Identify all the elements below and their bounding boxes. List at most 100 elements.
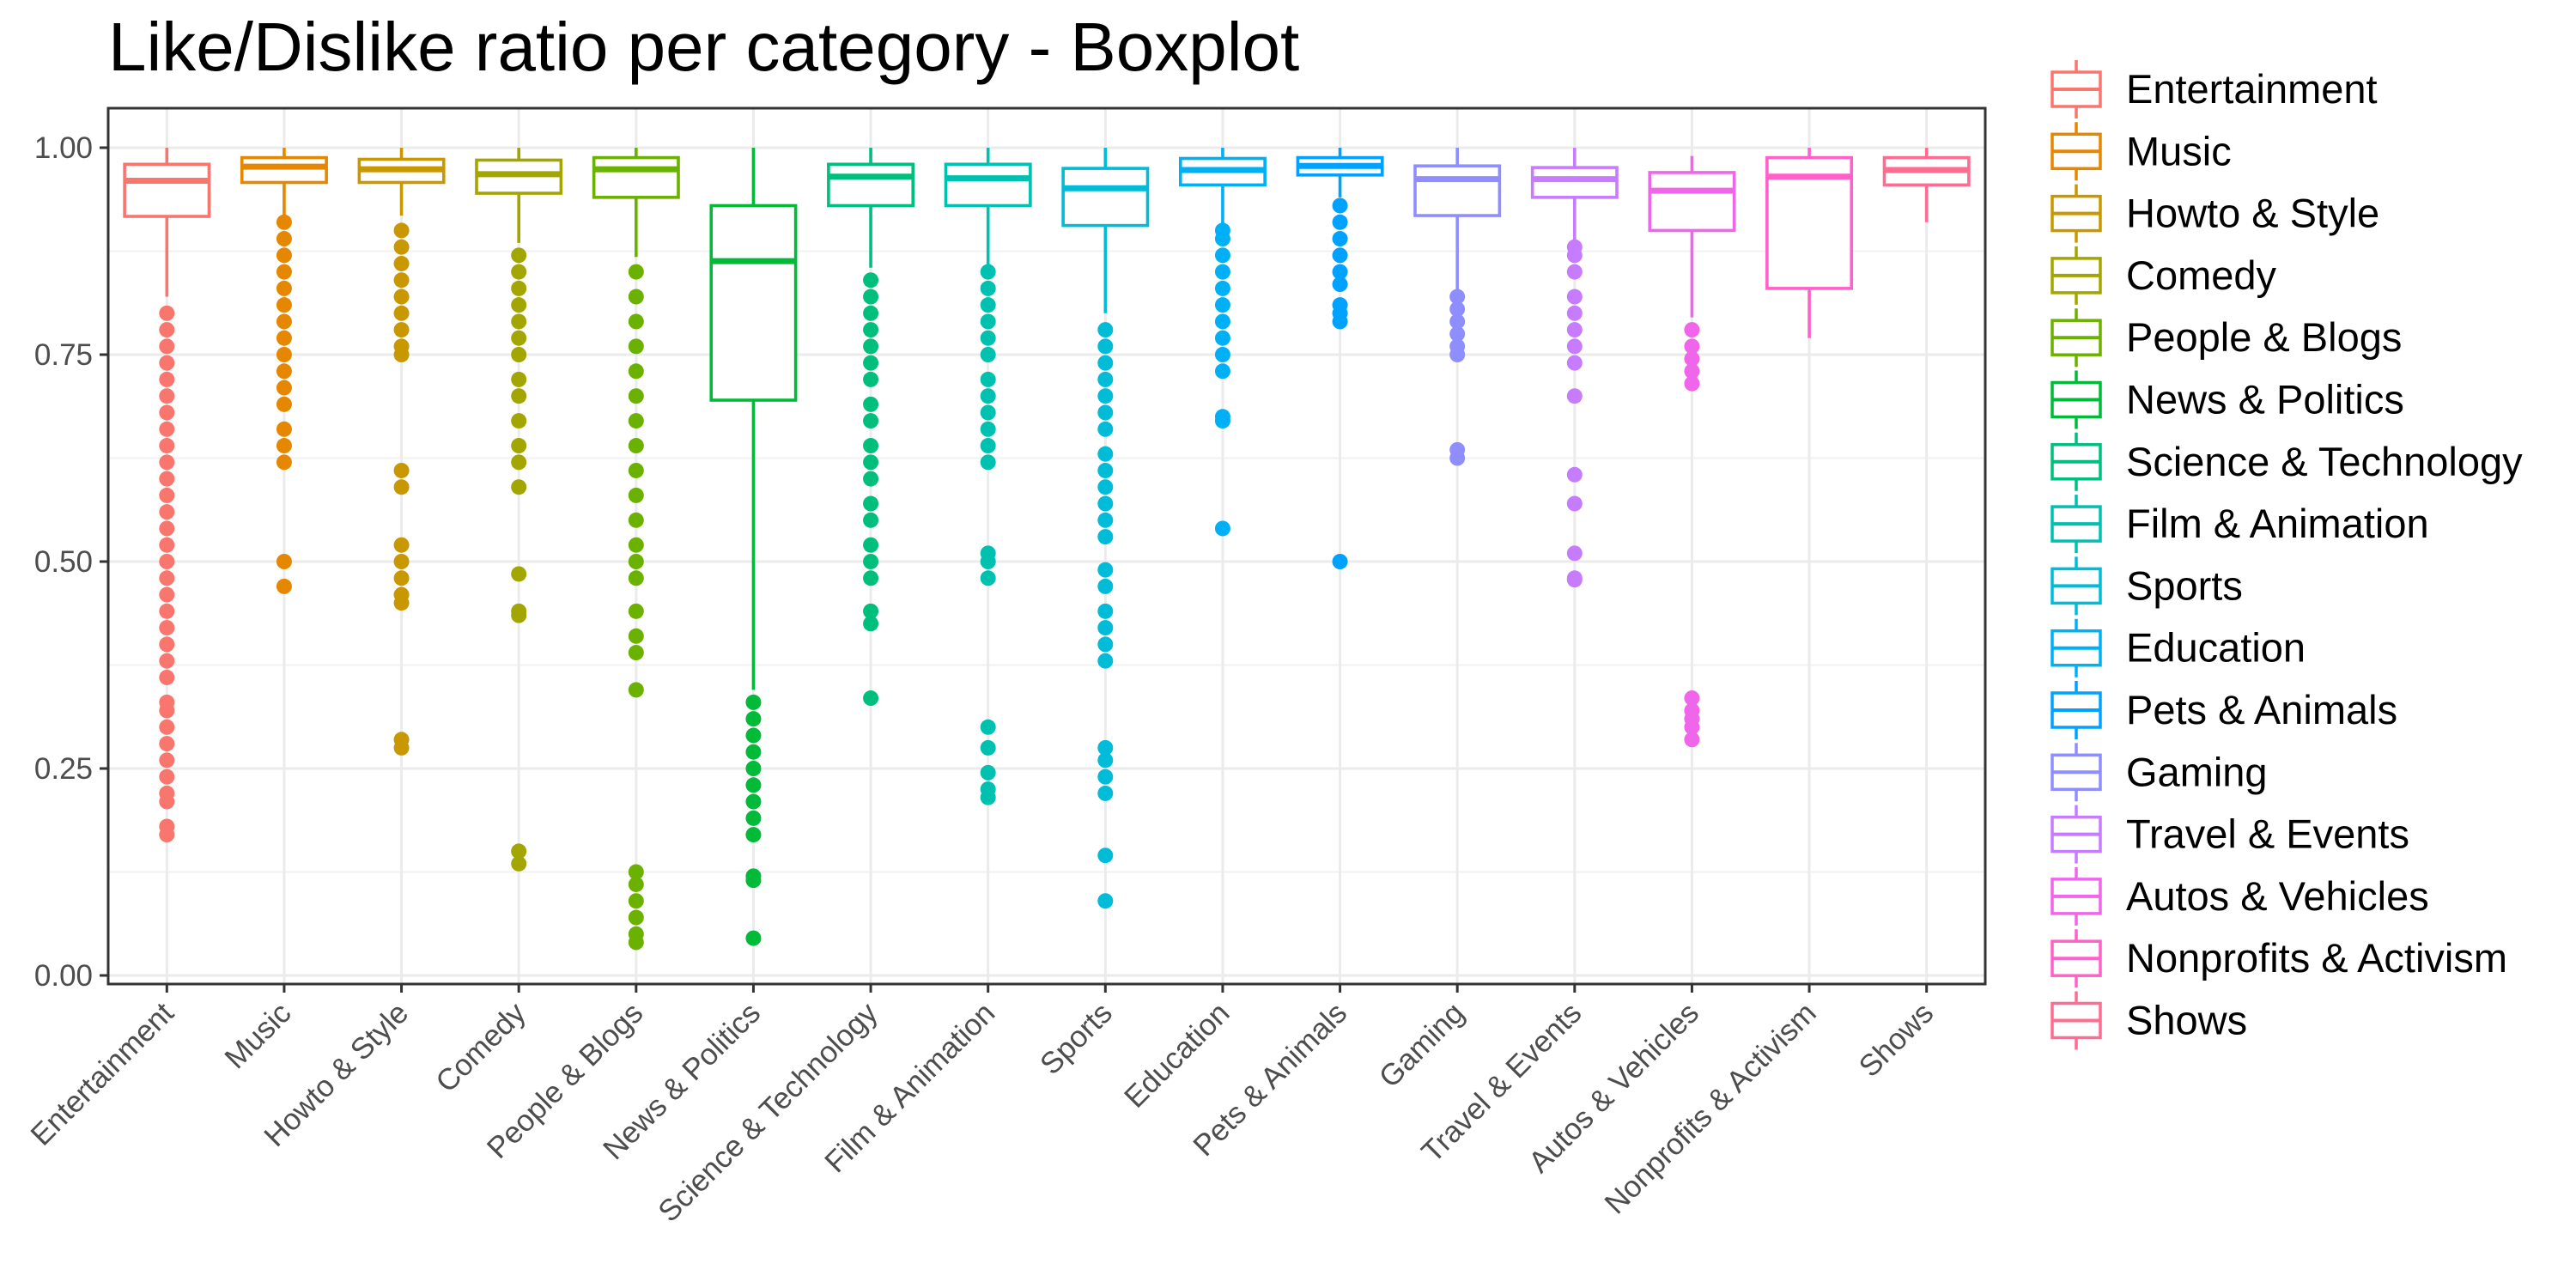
y-tick-label: 0.50 [34,545,93,579]
outlier-point [1332,231,1348,247]
outlier-point [511,454,527,471]
legend: Entertainment Music Howto & Style Comedy Peo… [2050,60,2523,1050]
outlier-point [1097,421,1114,437]
outlier-point [159,487,175,503]
boxplot-gaming [1413,148,1502,466]
outlier-point [159,355,175,371]
legend-label: Comedy [2126,252,2277,298]
legend-item: Shows [2050,991,2247,1050]
outlier-point [1097,848,1114,864]
outlier-point [980,781,996,798]
outlier-point [1097,785,1114,801]
outlier-point [393,586,410,603]
outlier-point [980,313,996,330]
outlier-point [276,214,292,230]
outlier-point [159,620,175,636]
outlier-point [159,504,175,520]
outlier-point [159,653,175,669]
chart-title: Like/Dislike ratio per category - Boxplo… [108,9,1299,85]
outlier-point [511,855,527,872]
outlier-point [1097,404,1114,421]
boxplot-travel-events [1530,148,1619,588]
outlier-point [511,566,527,582]
outlier-point [1097,739,1114,756]
outlier-point [1566,305,1583,321]
outlier-point [1332,297,1348,313]
outlier-point [863,512,879,528]
boxplot-music [240,148,328,594]
outlier-point [980,545,996,562]
legend-label: Sports [2126,562,2243,608]
outlier-point [276,454,292,471]
outlier-point [393,554,410,569]
outlier-point [159,603,175,619]
outlier-point [1566,338,1583,355]
outlier-point [511,413,527,429]
outlier-point [393,222,410,239]
outlier-point [1097,371,1114,387]
legend-label: People & Blogs [2126,314,2402,360]
box [944,162,1032,208]
boxplot-science-technology [827,148,915,707]
outlier-point [276,231,292,247]
outlier-point [159,694,175,710]
boxplot-comedy [475,148,563,872]
outlier-point [863,396,879,412]
outlier-point [980,388,996,404]
outlier-point [1097,512,1114,528]
outlier-point [745,793,762,810]
legend-label: News & Politics [2126,377,2404,422]
outlier-point [1684,350,1700,367]
outlier-point [1684,363,1700,380]
outlier-point [1449,325,1466,342]
outlier-point [393,305,410,321]
outlier-point [276,264,292,280]
outlier-point [511,330,527,346]
outlier-point [628,628,644,644]
panel-background [108,108,1985,984]
outlier-point [1684,690,1700,707]
outlier-point [628,462,644,478]
outlier-point [863,495,879,512]
outlier-point [980,330,996,346]
boxplot-pets-animals [1296,148,1384,569]
outlier-point [1214,222,1230,239]
outlier-point [1684,338,1700,355]
box [123,162,211,218]
outlier-point [393,537,410,553]
outlier-point [1214,247,1230,264]
outlier-point [1214,313,1230,330]
outlier-point [628,512,644,528]
outlier-point [159,669,175,685]
outlier-point [159,404,175,421]
boxplot-film-animation [944,148,1032,805]
outlier-point [393,289,410,305]
outlier-point [1214,347,1230,362]
outlier-point [628,876,644,892]
outlier-point [393,338,410,355]
outlier-point [276,247,292,264]
outlier-point [1449,301,1466,317]
outlier-point [980,264,996,280]
legend-item: Music [2050,122,2232,181]
legend-item: Entertainment [2050,60,2378,118]
outlier-point [276,297,292,313]
y-tick-label: 0.75 [34,338,93,372]
outlier-point [1332,264,1348,280]
outlier-point [159,305,175,321]
outlier-point [628,909,644,926]
boxplot-people-blogs [592,148,680,951]
outlier-point [511,479,527,495]
legend-item: Comedy [2050,246,2277,305]
outlier-point [1332,214,1348,230]
box [827,162,915,208]
outlier-point [511,247,527,264]
legend-label: Entertainment [2126,66,2378,112]
outlier-point [863,570,879,586]
outlier-point [1097,752,1114,769]
legend-label: Science & Technology [2126,439,2523,484]
outlier-point [745,744,762,760]
outlier-point [1566,570,1583,586]
box [1648,171,1736,233]
